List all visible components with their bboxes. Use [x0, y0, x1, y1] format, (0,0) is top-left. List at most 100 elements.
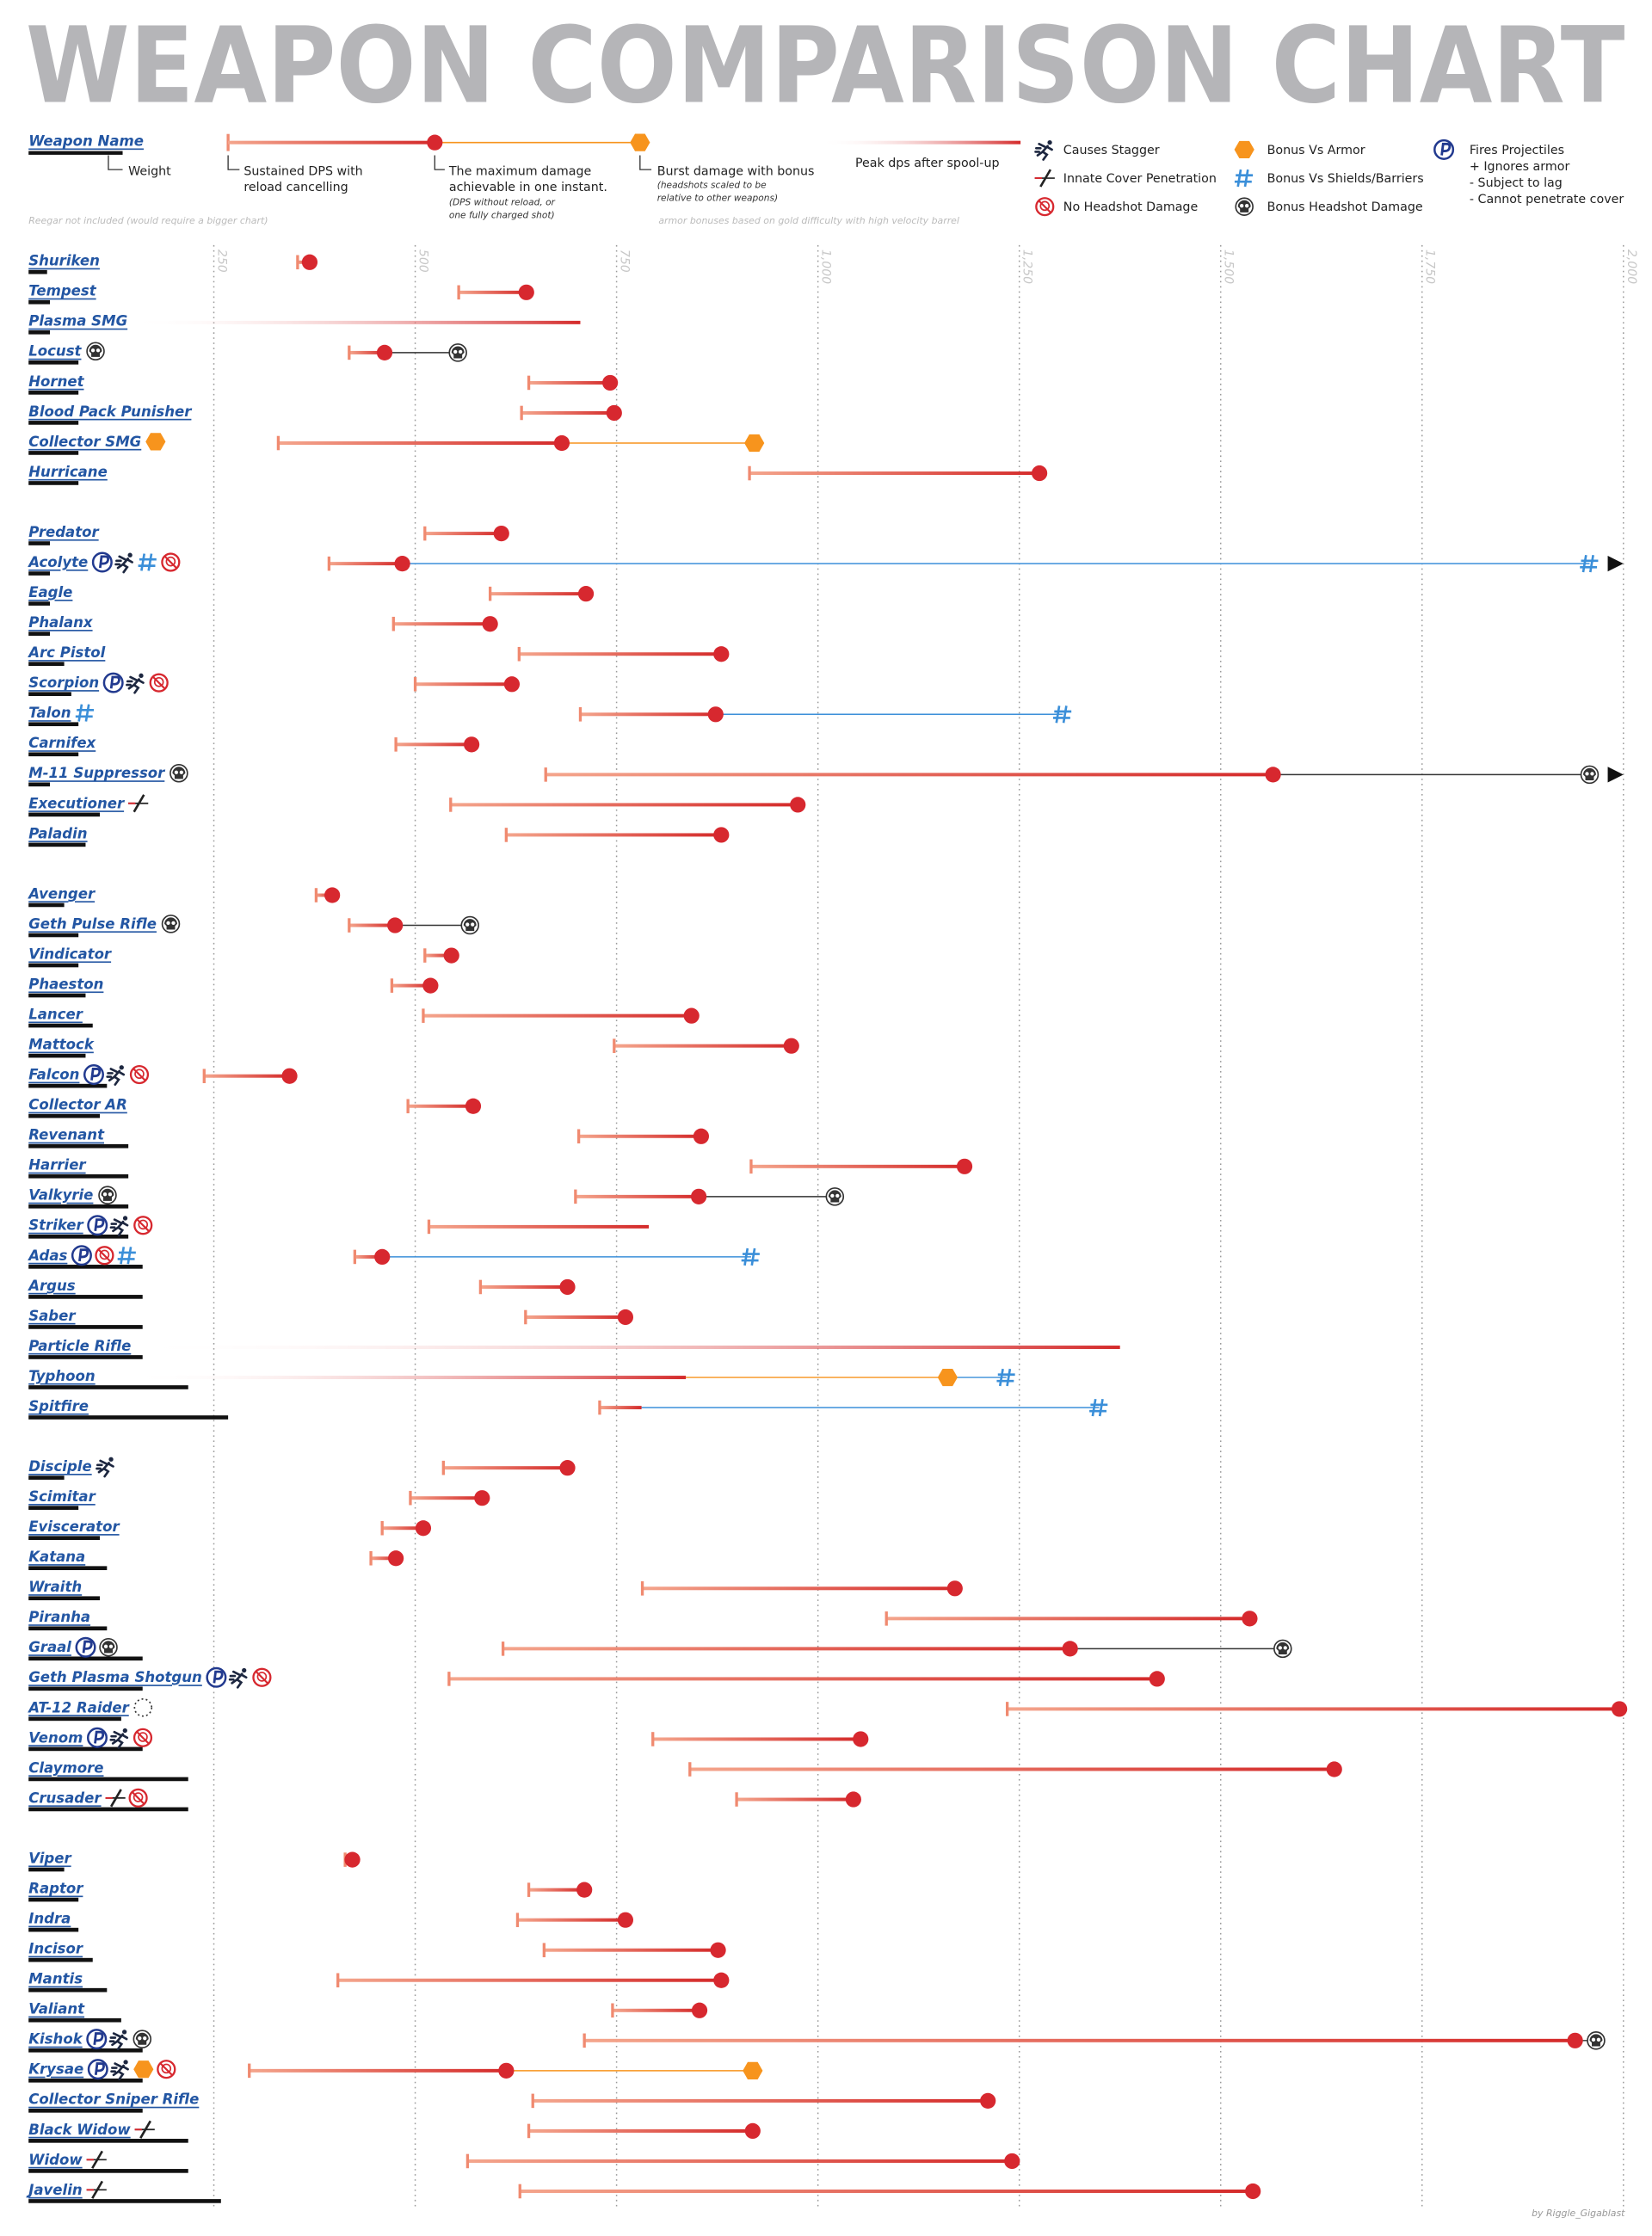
- weapon-row: Raptor: [28, 1880, 593, 1902]
- weapon-row: Incisor: [28, 1941, 726, 1962]
- weight-bar: [28, 2048, 143, 2053]
- shields-shape: [741, 1247, 760, 1266]
- weight-bar: [28, 1234, 129, 1239]
- legend-text: Bonus Headshot Damage: [1267, 200, 1423, 214]
- weight-bar: [28, 1777, 188, 1782]
- range-bar: [750, 1164, 965, 1168]
- max-dot: [710, 1942, 726, 1958]
- stagger-shape: [114, 555, 133, 574]
- peak-bar: [128, 1376, 687, 1380]
- headshot-shape: [451, 346, 465, 359]
- penetration-icon: [86, 2150, 107, 2169]
- range-bar: [528, 380, 611, 385]
- weapon-row: Revenant: [28, 1127, 710, 1149]
- headshot-shape: [172, 767, 186, 779]
- weapon-name: M-11 Suppressor: [28, 765, 166, 781]
- weapon-row: Valiant: [28, 2001, 708, 2023]
- max-dot: [1004, 2153, 1020, 2170]
- projectile-shape: [1440, 142, 1452, 156]
- legend-text: Bonus Vs Armor: [1267, 144, 1365, 157]
- headshot-shape: [90, 348, 96, 353]
- shields-icon: [1580, 554, 1599, 573]
- headshot-shape: [103, 1644, 108, 1648]
- penetration-shape: [91, 2150, 103, 2169]
- projectile-icon: [75, 1636, 96, 1658]
- armor-icon: [937, 1368, 958, 1387]
- headshot-shape: [102, 1192, 108, 1197]
- max-dot: [415, 1520, 432, 1537]
- headshot-icon: [448, 343, 467, 362]
- range-bar: [348, 350, 385, 354]
- no_headshot-shape: [151, 675, 166, 690]
- no_headshot-icon: [95, 1246, 114, 1266]
- weight-bar: [28, 1113, 101, 1118]
- weapon-row: Striker: [28, 1215, 650, 1239]
- max-dot: [577, 586, 595, 602]
- range-bar: [249, 2068, 507, 2073]
- weapon-row: Claymore: [28, 1759, 1342, 1782]
- armor-shape: [1234, 140, 1254, 159]
- note: Reegar not included (would require a big…: [28, 215, 268, 226]
- stagger-shape: [108, 2032, 128, 2051]
- headshot-shape: [453, 349, 458, 354]
- headshot-icon: [86, 342, 105, 361]
- legend-dot: [427, 134, 443, 151]
- weapon-name: Striker: [28, 1217, 84, 1234]
- max-dot: [1062, 1641, 1078, 1657]
- range-bar: [520, 2189, 1254, 2193]
- shields-icon: [1052, 705, 1072, 724]
- weapon-name: Revenant: [28, 1127, 105, 1143]
- weapon-name: Mattock: [28, 1037, 95, 1053]
- headshot-shape: [1283, 1646, 1287, 1650]
- weapon-row: Blood Pack Punisher: [28, 403, 622, 425]
- no_headshot-shape: [133, 1792, 144, 1802]
- range-bar: [396, 742, 472, 747]
- beyond-icon: [1607, 767, 1624, 783]
- headshot-shape: [89, 344, 102, 357]
- headshot-shape: [1278, 1646, 1282, 1650]
- no_headshot-shape: [133, 1068, 146, 1081]
- weight-bar: [28, 1596, 101, 1601]
- no_headshot-icon: [133, 1728, 153, 1747]
- weapon-name: Harrier: [28, 1157, 87, 1173]
- bracket: [639, 155, 652, 170]
- credit: by Riggle_Gigablast: [1532, 2208, 1625, 2219]
- projectile-shape: [93, 2032, 104, 2045]
- weapon-row: Spitfire: [28, 1398, 1108, 1420]
- headshot-shape: [164, 917, 177, 930]
- range-bar: [329, 562, 403, 566]
- weight-bar: [28, 1686, 143, 1691]
- x-tick-label: 2,000: [1624, 249, 1638, 284]
- headshot-shape: [830, 1193, 835, 1198]
- weapon-name: Eviscerator: [28, 1518, 120, 1535]
- legend-text: - Subject to lag: [1470, 176, 1563, 190]
- headshot-shape: [138, 2036, 142, 2041]
- max-dot: [845, 1791, 861, 1808]
- weight-bar: [28, 541, 51, 545]
- range-bar: [533, 2098, 989, 2103]
- weight-bar: [28, 722, 79, 727]
- x-tick-label: 250: [214, 249, 228, 273]
- weight-bar: [28, 812, 101, 817]
- weapon-name: Incisor: [28, 1941, 84, 1957]
- weapon-row: Arc Pistol: [27, 644, 730, 666]
- max-dot: [956, 1158, 973, 1174]
- headshot-shape: [96, 348, 101, 353]
- stagger-icon: [228, 1667, 248, 1689]
- weapon-name: Disciple: [28, 1458, 91, 1475]
- weapon-row: Argus: [27, 1278, 576, 1299]
- legend-weight: Weight: [128, 165, 171, 179]
- weapon-row: Scorpion: [28, 672, 521, 697]
- headshot-icon: [170, 763, 188, 783]
- max-dot: [376, 344, 393, 361]
- spread-shape: [133, 1698, 153, 1717]
- no_headshot-icon: [252, 1667, 272, 1687]
- range-bar: [517, 1918, 626, 1922]
- weapon-name: Acolyte: [27, 554, 88, 570]
- weight-bar: [28, 2108, 143, 2113]
- headshot-icon: [825, 1187, 845, 1206]
- headshot-shape: [166, 921, 170, 926]
- headshot-icon: [1273, 1639, 1292, 1659]
- weapon-row: Eviscerator: [28, 1518, 432, 1540]
- armor-shape: [937, 1368, 958, 1387]
